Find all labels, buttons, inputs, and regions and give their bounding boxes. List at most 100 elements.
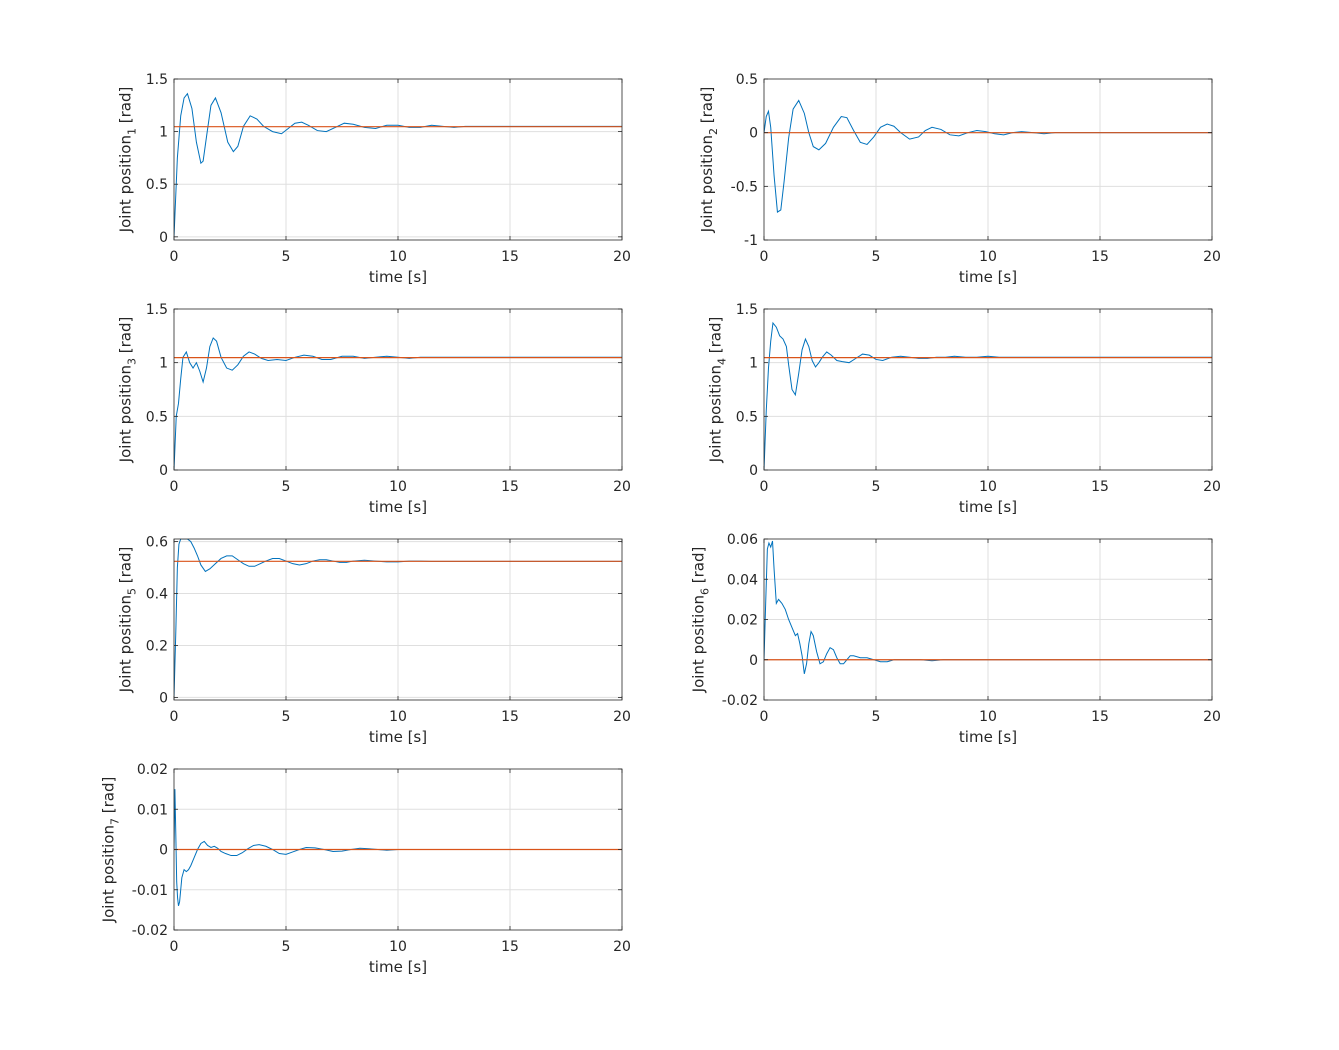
x-tick-label: 0: [170, 479, 179, 495]
y-axis-label-text: Joint position: [690, 595, 708, 693]
x-tick-label: 5: [282, 249, 291, 265]
x-tick-label: 5: [282, 479, 291, 495]
x-tick-label: 20: [613, 709, 631, 725]
x-tick-label: 15: [501, 249, 519, 265]
x-tick-label: 20: [1203, 709, 1221, 725]
y-tick-label: 1.5: [146, 72, 168, 88]
x-tick-label: 15: [1091, 709, 1109, 725]
y-tick-label: 0.2: [146, 638, 168, 654]
y-tick-label: 0: [159, 230, 168, 246]
x-tick-label: 5: [872, 709, 881, 725]
subplot-2: 0 5 10 15 20 -1 -0.5 0 0.5 time [s] Joint position…: [698, 72, 1221, 286]
subplot-1: 0 5 10 15 20 0 0.5 1 1.5 time [s] Joint position1 …: [117, 72, 631, 286]
y-axis-label-subscript: 4: [716, 358, 729, 365]
x-tick-label: 5: [282, 709, 291, 725]
y-tick-label: 0.02: [137, 762, 168, 778]
x-tick-label: 0: [170, 249, 179, 265]
x-tick-label: 15: [501, 709, 519, 725]
y-tick-label: 0.5: [146, 177, 168, 193]
y-axis-label-unit: [rad]: [100, 777, 118, 818]
y-axis-label: Joint position6 [rad]: [690, 547, 712, 694]
x-tick-label: 0: [760, 479, 769, 495]
y-axis-label: Joint position5 [rad]: [117, 547, 139, 694]
y-axis-label: Joint position4 [rad]: [707, 317, 729, 464]
y-tick-label: 1.5: [146, 302, 168, 318]
y-axis-label-text: Joint position: [117, 365, 135, 463]
y-axis-label-unit: [rad]: [117, 547, 135, 588]
y-tick-label: 0.6: [146, 535, 168, 551]
x-tick-label: 5: [282, 939, 291, 955]
subplot-4: 0 5 10 15 20 0 0.5 1 1.5 time [s] Joint position4 …: [707, 302, 1221, 516]
x-tick-label: 5: [872, 479, 881, 495]
x-axis-label: time [s]: [959, 268, 1017, 286]
x-axis-label: time [s]: [959, 498, 1017, 516]
y-tick-label: -0.01: [132, 883, 168, 899]
x-tick-label: 10: [389, 479, 407, 495]
y-tick-label: 0: [749, 126, 758, 142]
y-tick-label: -0.02: [722, 693, 758, 709]
x-tick-label: 15: [1091, 479, 1109, 495]
x-axis-label: time [s]: [369, 728, 427, 746]
y-tick-label: 0.06: [727, 532, 758, 548]
y-axis-label-subscript: 6: [699, 588, 712, 595]
y-tick-label: -1: [744, 233, 758, 249]
y-axis-label-subscript: 2: [707, 128, 720, 135]
x-tick-label: 20: [613, 939, 631, 955]
x-tick-label: 0: [170, 709, 179, 725]
x-tick-label: 20: [613, 479, 631, 495]
y-axis-label-subscript: 5: [126, 588, 139, 595]
x-tick-label: 0: [760, 709, 769, 725]
y-tick-label: -0.5: [731, 179, 758, 195]
x-tick-label: 10: [979, 249, 997, 265]
y-tick-label: 0.5: [736, 72, 758, 88]
x-tick-label: 15: [501, 939, 519, 955]
x-axis-label: time [s]: [369, 268, 427, 286]
y-tick-label: 0.5: [146, 409, 168, 425]
y-tick-label: 0.5: [736, 409, 758, 425]
y-axis-label: Joint position7 [rad]: [100, 777, 122, 924]
x-tick-label: 15: [501, 479, 519, 495]
y-axis-label-unit: [rad]: [698, 87, 716, 128]
y-tick-label: 0.02: [727, 613, 758, 629]
y-tick-label: 0: [159, 690, 168, 706]
y-axis-label-subscript: 1: [126, 128, 139, 135]
y-axis-label-subscript: 7: [109, 818, 122, 825]
y-tick-label: 0.4: [146, 587, 168, 603]
x-tick-label: 10: [979, 709, 997, 725]
y-axis-label: Joint position2 [rad]: [698, 87, 720, 234]
x-tick-label: 20: [613, 249, 631, 265]
x-tick-label: 10: [389, 939, 407, 955]
y-axis-label-text: Joint position: [117, 135, 135, 233]
y-tick-label: 0: [749, 653, 758, 669]
x-tick-label: 5: [872, 249, 881, 265]
y-tick-label: 1: [749, 356, 758, 372]
y-tick-label: 0: [749, 463, 758, 479]
y-tick-label: 0.04: [727, 572, 758, 588]
y-axis-label-text: Joint position: [100, 825, 118, 923]
y-tick-label: 0: [159, 843, 168, 859]
y-axis-label-unit: [rad]: [117, 317, 135, 358]
subplot-3: 0 5 10 15 20 0 0.5 1 1.5 time [s] Joint position3 …: [117, 302, 631, 516]
y-tick-label: 1.5: [736, 302, 758, 318]
y-tick-label: 0: [159, 463, 168, 479]
y-tick-label: 1: [159, 356, 168, 372]
x-tick-label: 10: [979, 479, 997, 495]
y-axis-label-text: Joint position: [707, 365, 725, 463]
x-tick-label: 0: [760, 249, 769, 265]
x-tick-label: 20: [1203, 479, 1221, 495]
x-tick-label: 10: [389, 709, 407, 725]
y-axis-label: Joint position1 [rad]: [117, 87, 139, 234]
y-tick-label: 1: [159, 125, 168, 141]
y-axis-label: Joint position3 [rad]: [117, 317, 139, 464]
x-tick-label: 20: [1203, 249, 1221, 265]
y-axis-label-unit: [rad]: [117, 87, 135, 128]
y-tick-label: 0.01: [137, 802, 168, 818]
x-axis-label: time [s]: [369, 498, 427, 516]
x-tick-label: 10: [389, 249, 407, 265]
y-axis-label-text: Joint position: [117, 595, 135, 693]
y-axis-label-unit: [rad]: [707, 317, 725, 358]
x-tick-label: 0: [170, 939, 179, 955]
y-axis-label-subscript: 3: [126, 358, 139, 365]
